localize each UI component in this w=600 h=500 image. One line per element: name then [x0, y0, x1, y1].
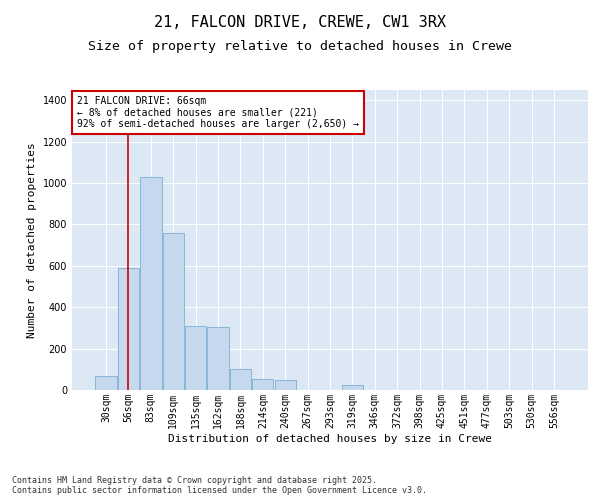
Text: Contains HM Land Registry data © Crown copyright and database right 2025.
Contai: Contains HM Land Registry data © Crown c… [12, 476, 427, 495]
Bar [208, 327, 229, 390]
Bar [275, 380, 296, 390]
Text: 21 FALCON DRIVE: 66sqm
← 8% of detached houses are smaller (221)
92% of semi-det: 21 FALCON DRIVE: 66sqm ← 8% of detached … [77, 96, 359, 129]
Bar [118, 268, 139, 390]
Bar [95, 376, 117, 390]
Bar [230, 370, 251, 390]
Bar [342, 386, 363, 390]
Bar [163, 233, 184, 390]
Bar [252, 379, 274, 390]
Bar [140, 177, 161, 390]
Bar [185, 326, 206, 390]
Text: Size of property relative to detached houses in Crewe: Size of property relative to detached ho… [88, 40, 512, 53]
Text: 21, FALCON DRIVE, CREWE, CW1 3RX: 21, FALCON DRIVE, CREWE, CW1 3RX [154, 15, 446, 30]
X-axis label: Distribution of detached houses by size in Crewe: Distribution of detached houses by size … [168, 434, 492, 444]
Y-axis label: Number of detached properties: Number of detached properties [27, 142, 37, 338]
